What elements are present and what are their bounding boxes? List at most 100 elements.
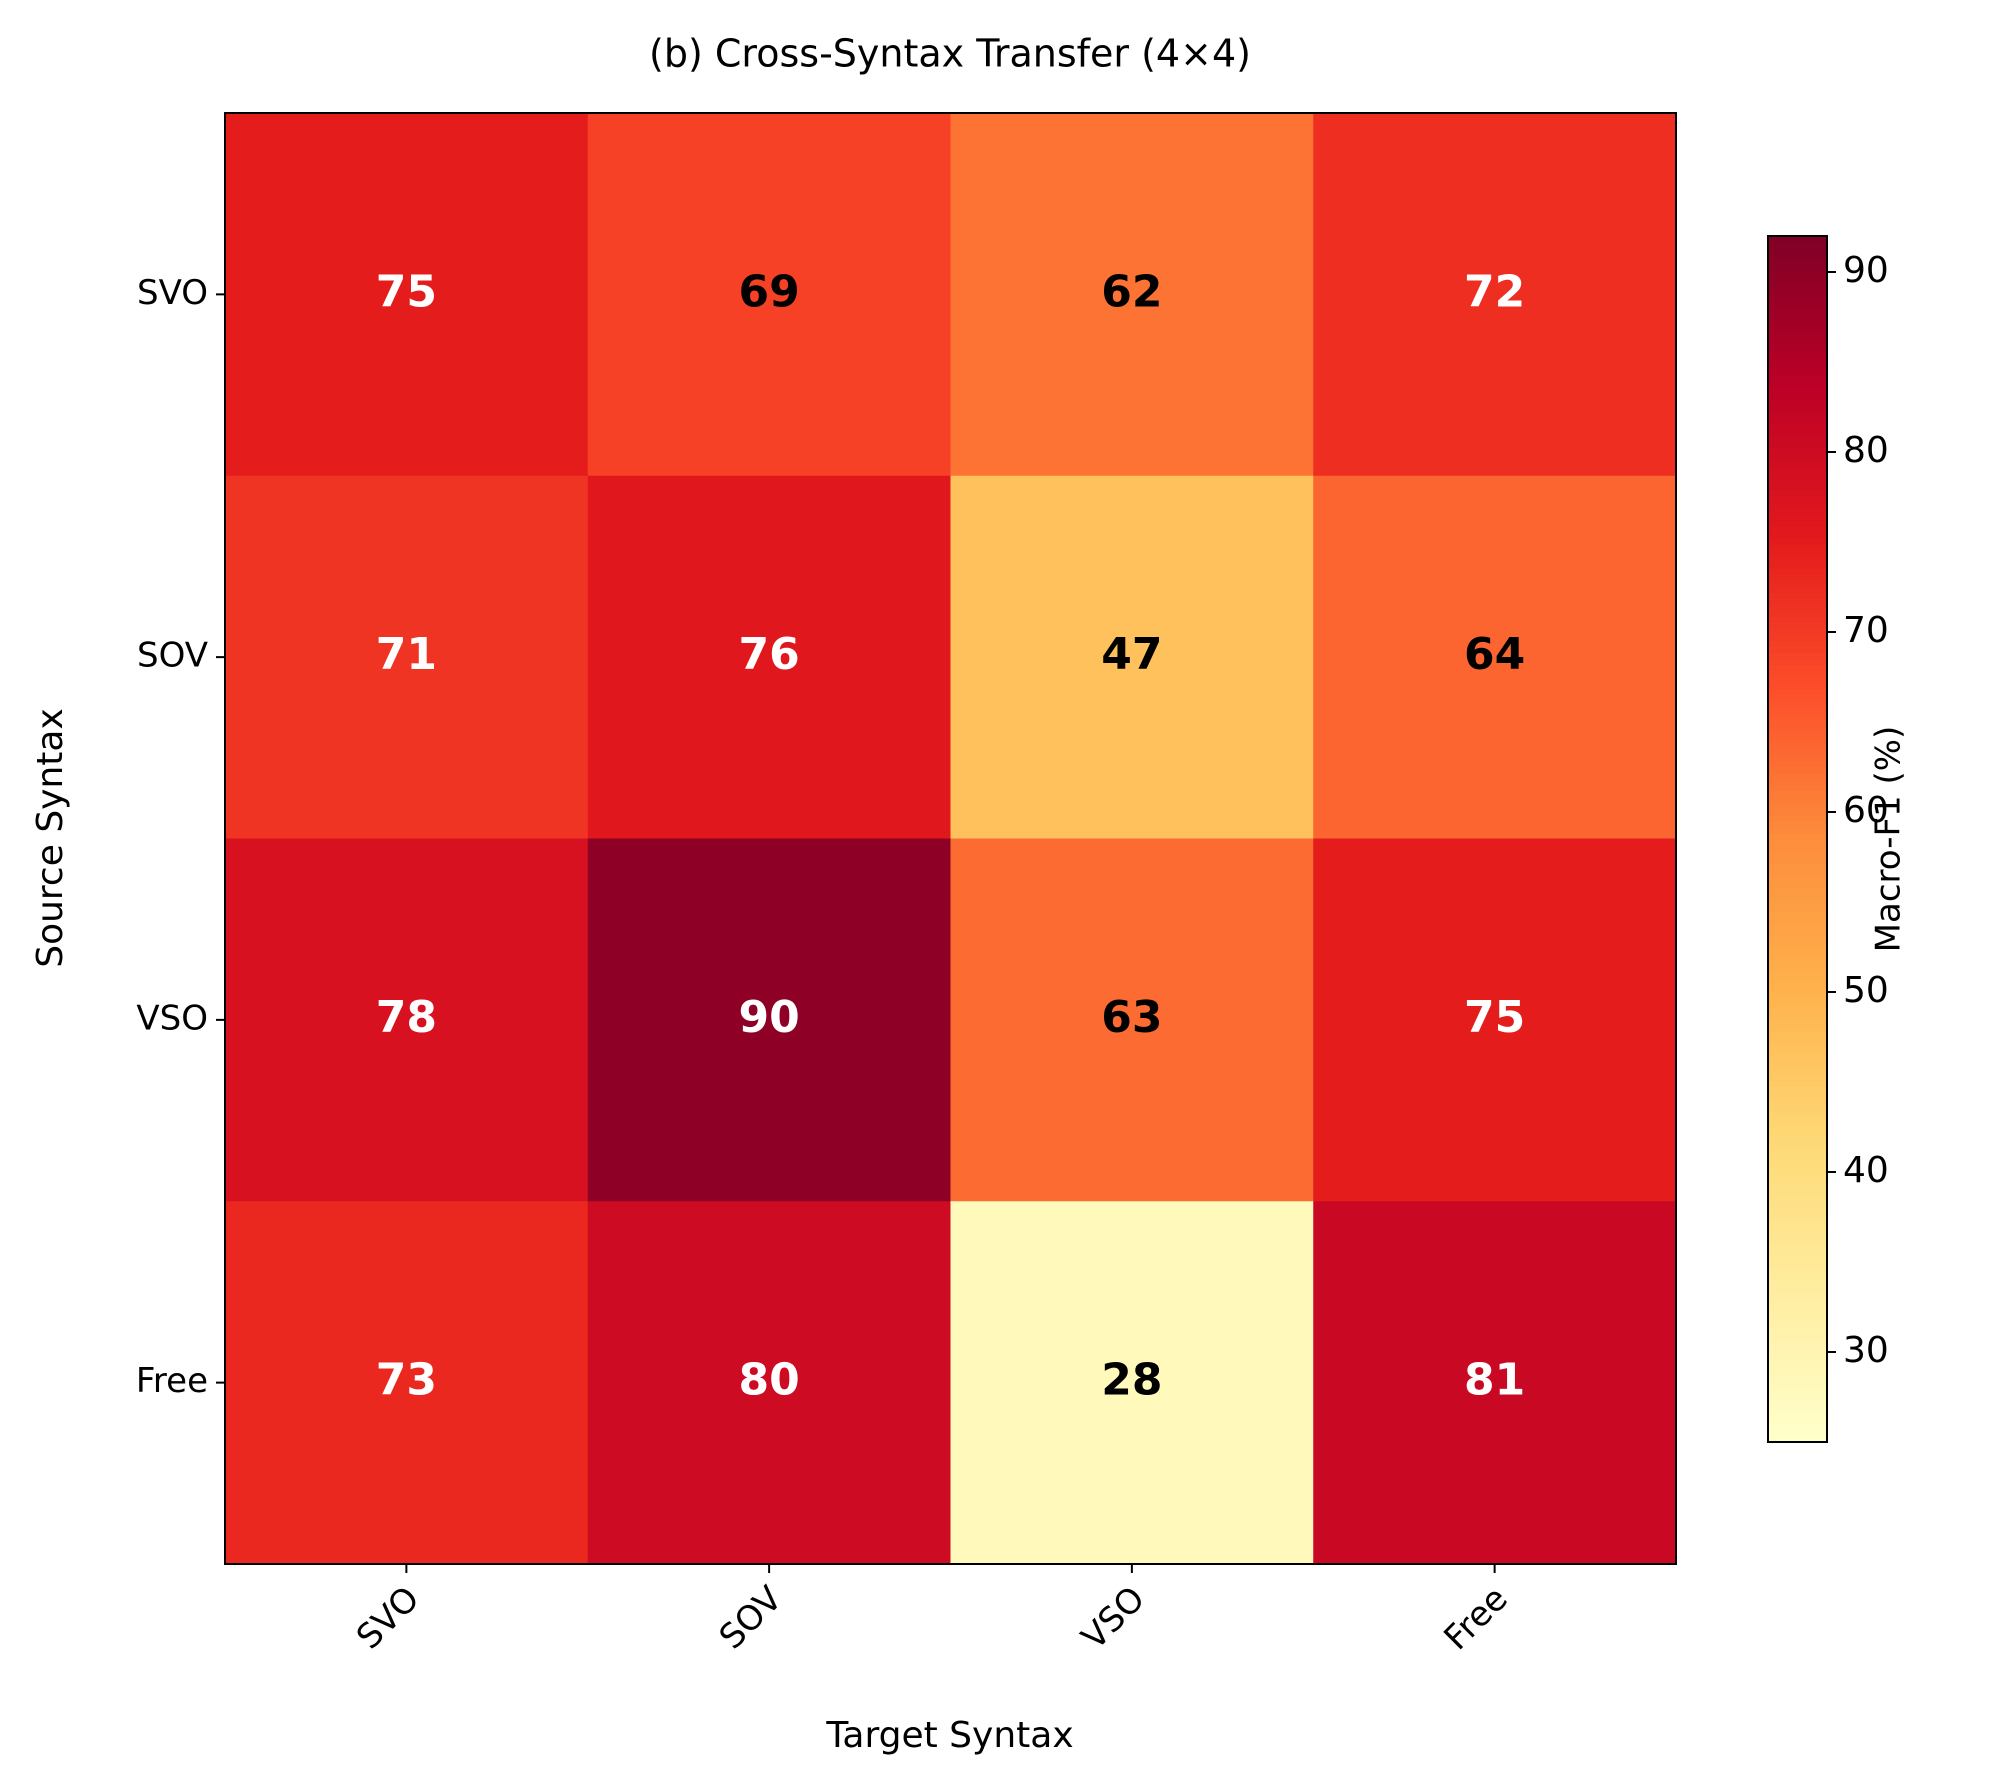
- colorbar-segment: [1768, 1013, 1827, 1021]
- colorbar-segment: [1768, 609, 1827, 617]
- colorbar-segment: [1768, 1056, 1827, 1063]
- heatmap-cell: [587, 838, 951, 1202]
- heatmap-cell: [950, 475, 1314, 839]
- x-tick-label: SVO: [349, 1579, 427, 1657]
- colorbar-segment: [1768, 682, 1827, 690]
- colorbar-segment: [1768, 633, 1827, 641]
- colorbar-segment: [1768, 1074, 1827, 1081]
- colorbar-segment: [1768, 278, 1827, 286]
- colorbar-segment: [1768, 1212, 1827, 1220]
- colorbar-segment: [1768, 688, 1827, 696]
- colorbar-segment: [1768, 935, 1827, 943]
- colorbar-label: Macro-F1 (%): [1869, 726, 1909, 953]
- colorbar-segment: [1768, 525, 1827, 533]
- colorbar-segment: [1768, 851, 1827, 858]
- y-tick-label: VSO: [136, 998, 208, 1038]
- colorbar-segment: [1768, 748, 1827, 756]
- colorbar-segment: [1768, 338, 1827, 346]
- colorbar-segment: [1768, 772, 1827, 780]
- colorbar-tick-label: 50: [1843, 970, 1889, 1011]
- colorbar-segment: [1768, 362, 1827, 370]
- colorbar-segment: [1768, 760, 1827, 768]
- colorbar-segment: [1768, 447, 1827, 454]
- colorbar-segment: [1768, 627, 1827, 635]
- cell-value-label: 80: [739, 1355, 800, 1406]
- heatmap-cell: [1313, 113, 1677, 477]
- cell-value-label: 75: [1464, 992, 1525, 1043]
- colorbar-segment: [1768, 1182, 1827, 1190]
- colorbar-segment: [1768, 1224, 1827, 1232]
- chart-title: (b) Cross-Syntax Transfer (4×4): [649, 32, 1251, 76]
- colorbar-segment: [1768, 959, 1827, 967]
- colorbar-segment: [1768, 422, 1827, 430]
- colorbar-segment: [1768, 1062, 1827, 1069]
- x-tick-label: Free: [1436, 1579, 1515, 1658]
- colorbar-segment: [1768, 941, 1827, 949]
- colorbar-segment: [1768, 724, 1827, 732]
- colorbar-segment: [1768, 766, 1827, 774]
- colorbar-segment: [1768, 1164, 1827, 1172]
- colorbar-segment: [1768, 905, 1827, 913]
- colorbar-segment: [1768, 1025, 1827, 1033]
- colorbar-segment: [1768, 899, 1827, 907]
- colorbar-segment: [1768, 597, 1827, 605]
- colorbar-segment: [1768, 441, 1827, 448]
- heatmap-cell: [225, 1201, 589, 1565]
- colorbar-segment: [1768, 1351, 1827, 1359]
- colorbar-segment: [1768, 1411, 1827, 1419]
- cell-value-label: 62: [1101, 266, 1162, 317]
- colorbar-segment: [1768, 1255, 1827, 1262]
- colorbar-segment: [1768, 736, 1827, 744]
- colorbar-segment: [1768, 1098, 1827, 1106]
- colorbar-segment: [1768, 543, 1827, 551]
- colorbar-segment: [1768, 1321, 1827, 1329]
- colorbar-segment: [1768, 471, 1827, 478]
- colorbar-segment: [1768, 1435, 1827, 1443]
- colorbar-segment: [1768, 236, 1827, 243]
- colorbar-segment: [1768, 869, 1827, 876]
- colorbar-segment: [1768, 989, 1827, 997]
- colorbar-segment: [1768, 350, 1827, 358]
- colorbar-segment: [1768, 386, 1827, 394]
- cell-value-label: 81: [1464, 1355, 1525, 1406]
- x-tick-label: VSO: [1074, 1579, 1153, 1658]
- colorbar-tick-label: 40: [1843, 1150, 1889, 1191]
- colorbar-segment: [1768, 814, 1827, 822]
- colorbar-segment: [1768, 839, 1827, 846]
- colorbar-segment: [1768, 555, 1827, 563]
- y-tick-label: SVO: [137, 273, 208, 313]
- colorbar-segment: [1768, 477, 1827, 485]
- colorbar-segment: [1768, 320, 1827, 328]
- colorbar-segment: [1768, 1339, 1827, 1347]
- colorbar-segment: [1768, 561, 1827, 569]
- colorbar-segment: [1768, 1357, 1827, 1365]
- colorbar-segment: [1768, 332, 1827, 340]
- colorbar-segment: [1768, 1044, 1827, 1051]
- colorbar-segment: [1768, 640, 1827, 647]
- colorbar-segment: [1768, 953, 1827, 961]
- colorbar-segment: [1768, 1104, 1827, 1112]
- colorbar-segment: [1768, 1285, 1827, 1293]
- x-tick-label: SOV: [712, 1579, 790, 1657]
- colorbar-segment: [1768, 730, 1827, 738]
- colorbar-segment: [1768, 790, 1827, 798]
- colorbar-segment: [1768, 290, 1827, 298]
- colorbar-segment: [1768, 1387, 1827, 1395]
- colorbar-segment: [1768, 495, 1827, 503]
- colorbar-segment: [1768, 410, 1827, 418]
- colorbar-segment: [1768, 302, 1827, 310]
- colorbar-segment: [1768, 1327, 1827, 1335]
- colorbar-segment: [1768, 1188, 1827, 1196]
- colorbar-segment: [1768, 1152, 1827, 1160]
- heatmap-cell: [225, 838, 589, 1202]
- colorbar-segment: [1768, 694, 1827, 702]
- colorbar-segment: [1768, 700, 1827, 708]
- colorbar-segment: [1768, 845, 1827, 852]
- colorbar-segment: [1768, 465, 1827, 472]
- colorbar-segment: [1768, 965, 1827, 973]
- colorbar-segment: [1768, 368, 1827, 376]
- plot-frame: [224, 112, 1677, 1565]
- y-tick-label: SOV: [137, 636, 208, 676]
- colorbar-segment: [1768, 1194, 1827, 1202]
